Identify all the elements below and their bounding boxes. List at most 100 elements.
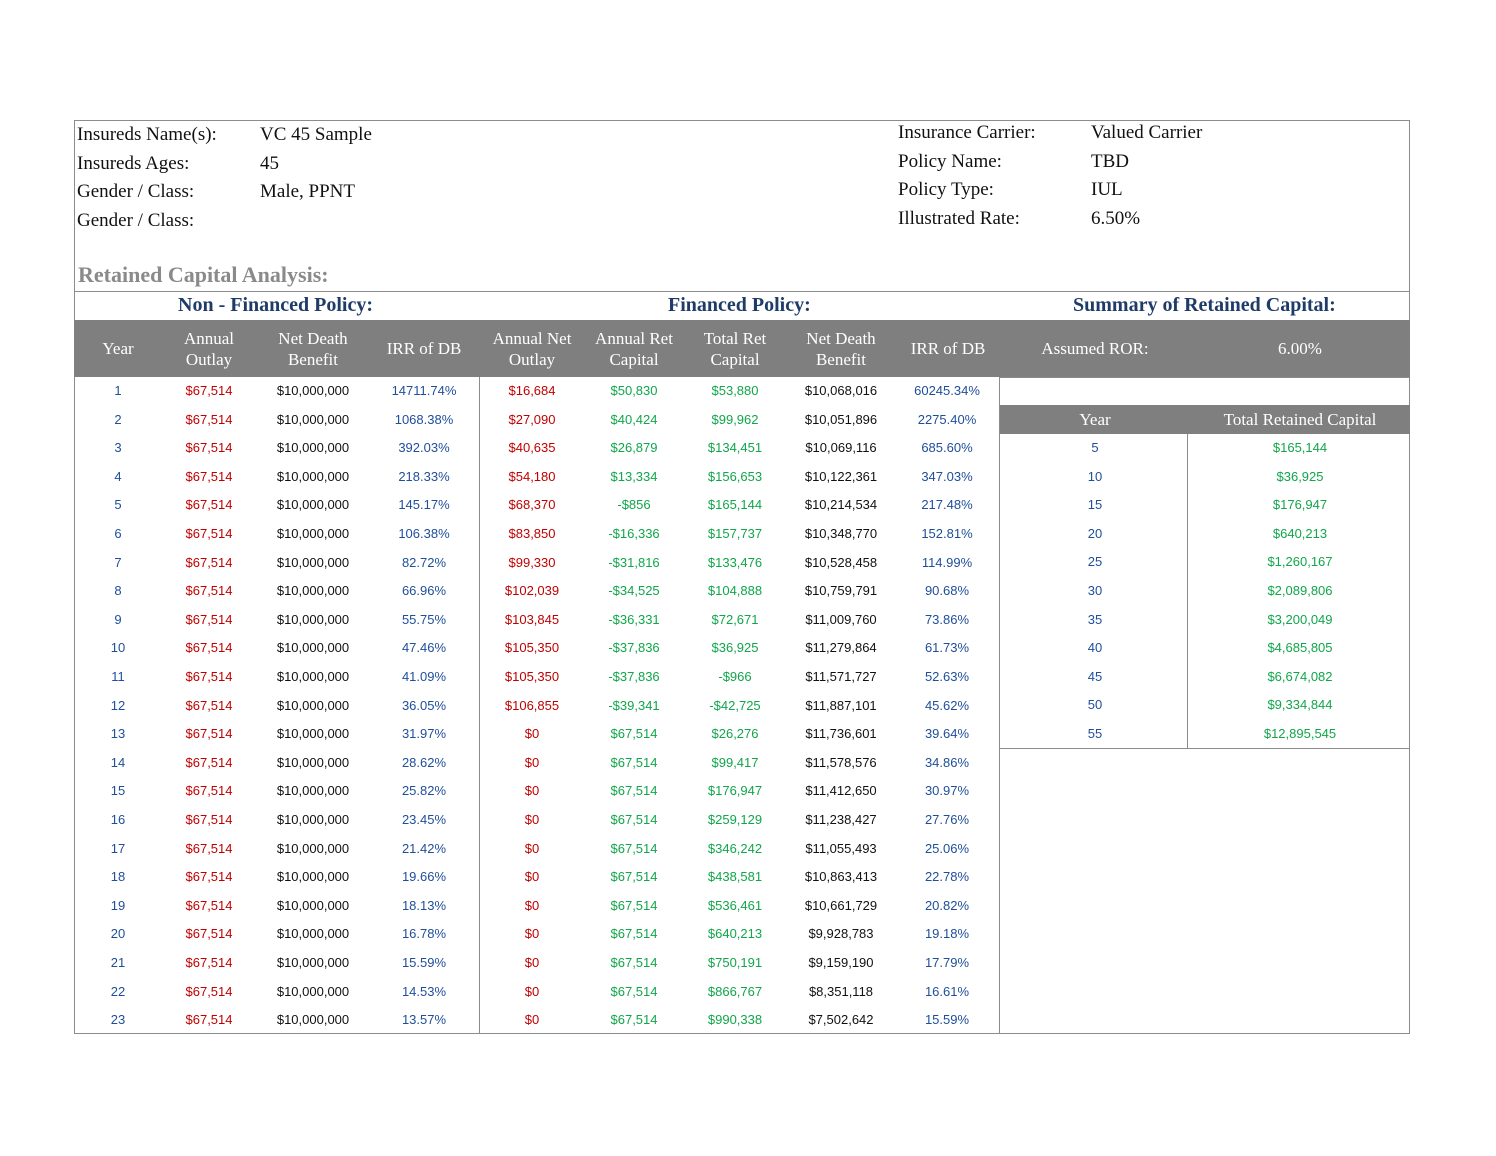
cell-annual-outlay: $67,514 (185, 554, 233, 570)
cell-annual-outlay: $67,514 (185, 812, 233, 827)
cell-annual-outlay: $67,514 (185, 468, 233, 484)
cell-annual-ret-capital: $67,514 (610, 754, 658, 770)
cell-irr-db: 106.38% (398, 526, 450, 541)
cell-annual-net-outlay: $0 (524, 840, 540, 856)
cell-annual-ret-capital: -$34,525 (608, 583, 660, 599)
cell-annual-net-outlay: $0 (524, 783, 540, 799)
cell-annual-ret-capital: $67,514 (610, 897, 658, 913)
policy-info: Insurance Carrier: Valued Carrier Policy … (898, 119, 1202, 233)
cell-net-death-benefit-financed: $10,759,791 (804, 583, 878, 599)
cell-net-death-benefit-financed: $11,055,493 (805, 840, 877, 856)
cell-net-death-benefit: $10,000,000 (276, 726, 350, 742)
cell-total-ret-capital: $990,338 (707, 1012, 763, 1028)
insured-row: Gender / Class: Male, PPNT (77, 178, 372, 207)
summary-year-header: Year (1079, 410, 1111, 429)
field-value: Valued Carrier (1091, 122, 1203, 143)
column-header-band (74, 320, 1410, 377)
policy-row: Insurance Carrier: Valued Carrier (898, 119, 1202, 148)
cell-irr-db: 23.45% (401, 812, 447, 827)
cell-net-death-benefit-financed: $9,928,783 (808, 926, 874, 942)
cell-net-death-benefit-financed: $10,528,458 (804, 554, 878, 570)
summary-total-header: Total Retained Capital (1223, 410, 1377, 429)
cell-annual-ret-capital: $50,830 (610, 383, 658, 398)
summary-column-divider (1187, 434, 1188, 748)
cell-irr-db-financed: 39.64% (924, 726, 970, 742)
insured-row: Insureds Ages: 45 (77, 150, 372, 179)
cell-total-ret-capital: $536,461 (707, 897, 763, 913)
cell-annual-outlay: $67,514 (185, 497, 233, 513)
cell-annual-outlay: $67,514 (185, 926, 233, 942)
col-header-net-death-benefit-financed: Net Death Benefit (806, 328, 876, 369)
field-value: IUL (1091, 179, 1123, 200)
cell-total-ret-capital: $165,144 (707, 497, 763, 513)
cell-irr-db-financed: 17.79% (924, 955, 970, 970)
cell-annual-ret-capital: -$39,341 (608, 697, 660, 713)
cell-irr-db: 218.33% (398, 468, 450, 484)
summary-rule (1000, 748, 1410, 749)
assumed-ror-value: 6.00% (1278, 339, 1322, 358)
cell-irr-db: 145.17% (398, 497, 450, 513)
cell-net-death-benefit-financed: $8,351,118 (808, 983, 874, 999)
cell-annual-net-outlay: $0 (524, 1012, 540, 1028)
cell-annual-net-outlay: $68,370 (508, 497, 556, 513)
cell-annual-outlay: $67,514 (185, 440, 233, 456)
cell-annual-ret-capital: $26,879 (610, 440, 658, 456)
cell-year: 4 (114, 468, 122, 484)
cell-year: 7 (114, 554, 122, 570)
cell-irr-db-financed: 61.73% (924, 640, 970, 656)
cell-total-ret-capital: $99,417 (711, 754, 759, 770)
cell-annual-outlay: $67,514 (185, 1012, 233, 1028)
cell-net-death-benefit: $10,000,000 (276, 926, 350, 942)
cell-net-death-benefit-financed: $10,214,534 (804, 497, 878, 513)
cell-irr-db-financed: 25.06% (924, 840, 970, 856)
cell-irr-db: 18.13% (401, 897, 447, 913)
cell-annual-ret-capital: $67,514 (610, 983, 658, 999)
col-header-irr-db: IRR of DB (386, 339, 462, 358)
cell-irr-db: 82.72% (401, 554, 447, 570)
cell-year: 20 (110, 926, 126, 942)
col-header-annual-ret-capital: Annual Ret Capital (595, 328, 673, 369)
col-header-annual-net-outlay: Annual Net Outlay (492, 328, 572, 369)
cell-irr-db-financed: 20.82% (924, 897, 970, 913)
cell-annual-net-outlay: $27,090 (508, 411, 556, 427)
cell-net-death-benefit: $10,000,000 (276, 468, 350, 484)
cell-year: 21 (110, 955, 126, 970)
cell-annual-outlay: $67,514 (185, 583, 233, 599)
cell-annual-net-outlay: $0 (524, 897, 540, 913)
cell-net-death-benefit-financed: $10,069,116 (805, 440, 877, 456)
cell-irr-db-financed: 19.18% (924, 926, 970, 942)
cell-irr-db: 36.05% (401, 697, 447, 713)
cell-irr-db: 55.75% (401, 611, 447, 627)
cell-irr-db: 41.09% (401, 669, 447, 684)
document-frame (74, 120, 1410, 1034)
cell-net-death-benefit: $10,000,000 (276, 411, 350, 427)
cell-net-death-benefit-financed: $11,412,650 (805, 783, 877, 799)
cell-annual-ret-capital: -$31,816 (608, 554, 660, 570)
cell-net-death-benefit: $10,000,000 (276, 440, 350, 456)
cell-annual-ret-capital: $67,514 (610, 1012, 658, 1028)
cell-net-death-benefit: $10,000,000 (276, 783, 350, 799)
field-label: Insureds Name(s): (77, 124, 217, 145)
col-header-net-death-benefit: Net Death Benefit (278, 328, 348, 369)
cell-net-death-benefit: $10,000,000 (276, 754, 350, 770)
cell-annual-net-outlay: $103,845 (504, 611, 560, 627)
cell-net-death-benefit: $10,000,000 (276, 583, 350, 599)
cell-year: 1 (114, 383, 122, 398)
cell-annual-ret-capital: -$16,336 (608, 526, 660, 541)
cell-irr-db: 14711.74% (391, 383, 457, 398)
summary-year: 5 (1091, 440, 1099, 455)
cell-net-death-benefit: $10,000,000 (276, 1012, 350, 1028)
cell-annual-net-outlay: $83,850 (508, 526, 556, 541)
cell-irr-db: 15.59% (401, 955, 447, 970)
cell-total-ret-capital: $156,653 (707, 468, 763, 484)
cell-year: 22 (110, 983, 126, 999)
cell-total-ret-capital: $26,276 (711, 726, 759, 742)
cell-net-death-benefit-financed: $7,502,642 (808, 1012, 874, 1028)
insured-row: Gender / Class: (77, 207, 372, 236)
analysis-title: Retained Capital Analysis: (78, 262, 329, 287)
cell-net-death-benefit-financed: $10,348,770 (804, 526, 878, 541)
cell-annual-net-outlay: $99,330 (508, 554, 556, 570)
cell-annual-ret-capital: -$37,836 (608, 669, 660, 684)
cell-irr-db: 13.57% (401, 1012, 447, 1028)
cell-total-ret-capital: $259,129 (707, 812, 763, 827)
